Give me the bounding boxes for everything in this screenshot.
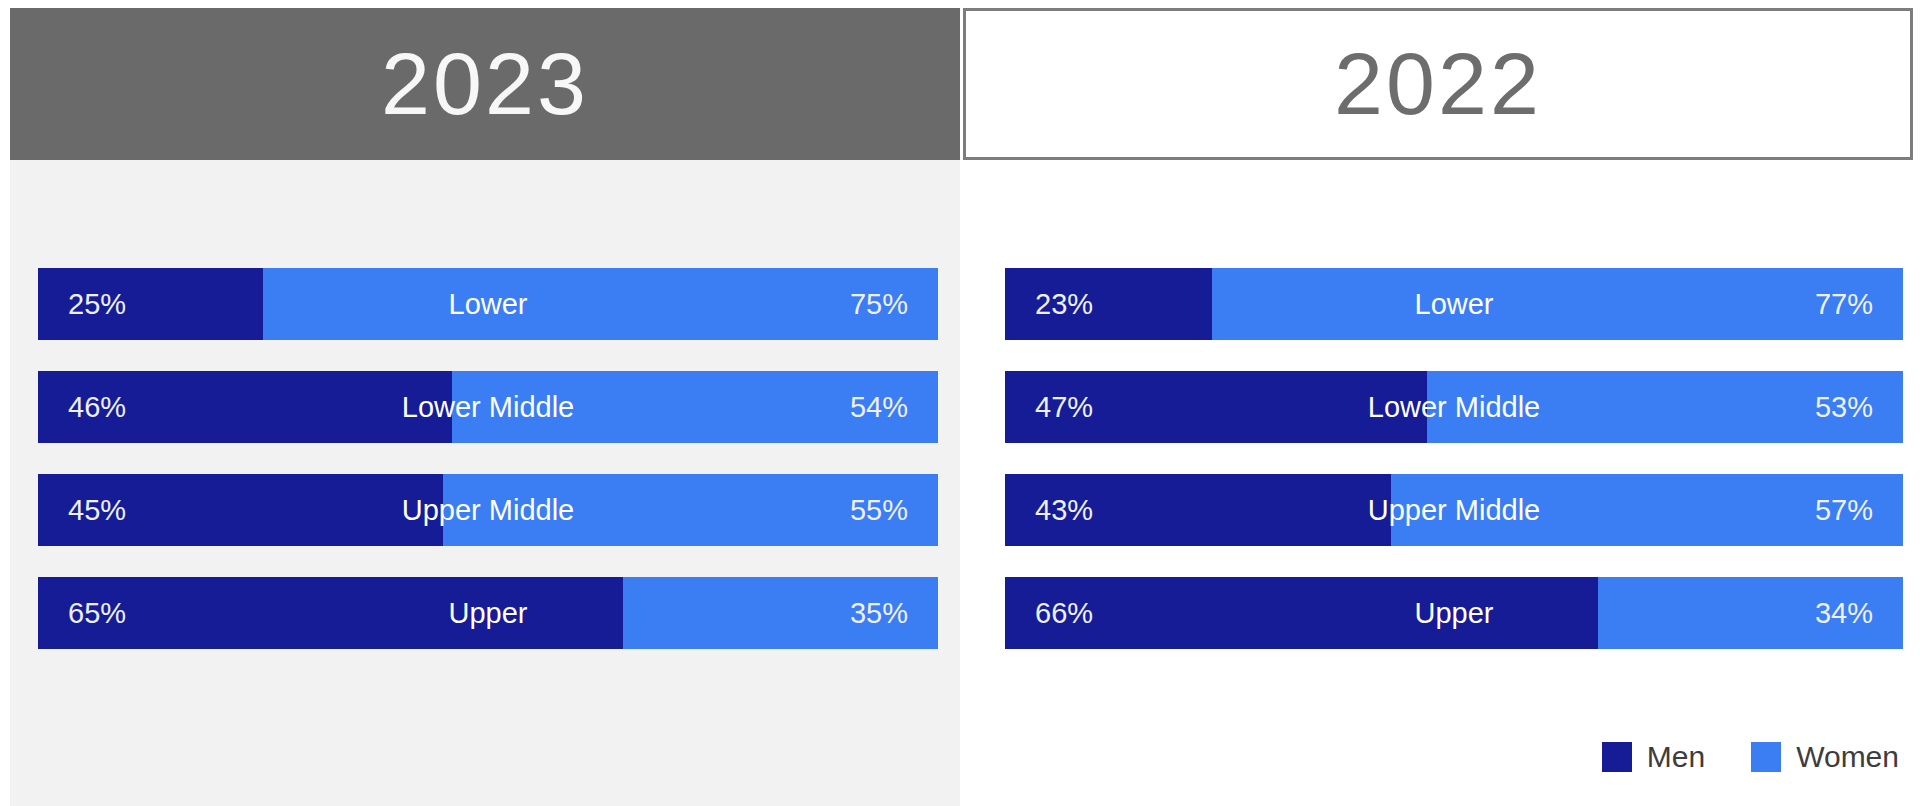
women-segment: 75% <box>263 268 938 340</box>
men-value-label: 47% <box>1035 391 1093 424</box>
legend-label-women: Women <box>1796 740 1899 774</box>
women-value-label: 75% <box>850 288 908 321</box>
women-segment: 34% <box>1598 577 1903 649</box>
men-segment: 45% <box>38 474 443 546</box>
bars-2022: 23%77%Lower47%53%Lower Middle43%57%Upper… <box>963 160 1913 649</box>
women-segment: 35% <box>623 577 938 649</box>
men-value-label: 43% <box>1035 494 1093 527</box>
panel-2022: 2022 23%77%Lower47%53%Lower Middle43%57%… <box>963 8 1913 806</box>
women-value-label: 57% <box>1815 494 1873 527</box>
women-value-label: 55% <box>850 494 908 527</box>
year-title-2022: 2022 <box>1334 40 1542 128</box>
women-color-swatch-icon <box>1751 742 1781 772</box>
panel-2023: 2023 25%75%Lower46%54%Lower Middle45%55%… <box>10 8 960 806</box>
legend-item-women: Women <box>1751 740 1899 774</box>
legend-label-men: Men <box>1647 740 1705 774</box>
stacked-bar-row: 65%35%Upper <box>38 577 938 649</box>
panel-2023-body: 25%75%Lower46%54%Lower Middle45%55%Upper… <box>10 160 960 806</box>
stacked-bar-row: 46%54%Lower Middle <box>38 371 938 443</box>
men-value-label: 66% <box>1035 597 1093 630</box>
men-value-label: 45% <box>68 494 126 527</box>
year-tab-2022[interactable]: 2022 <box>963 8 1913 160</box>
women-segment: 57% <box>1391 474 1903 546</box>
men-color-swatch-icon <box>1602 742 1632 772</box>
men-value-label: 46% <box>68 391 126 424</box>
chart-legend: Men Women <box>1602 740 1899 774</box>
year-title-2023: 2023 <box>381 40 589 128</box>
bars-2023: 25%75%Lower46%54%Lower Middle45%55%Upper… <box>10 160 960 649</box>
men-segment: 46% <box>38 371 452 443</box>
stacked-bar-row: 47%53%Lower Middle <box>1005 371 1903 443</box>
women-value-label: 77% <box>1815 288 1873 321</box>
stacked-bar-row: 23%77%Lower <box>1005 268 1903 340</box>
men-segment: 65% <box>38 577 623 649</box>
men-segment: 66% <box>1005 577 1598 649</box>
women-value-label: 35% <box>850 597 908 630</box>
women-segment: 77% <box>1212 268 1903 340</box>
stacked-bar-row: 66%34%Upper <box>1005 577 1903 649</box>
men-value-label: 65% <box>68 597 126 630</box>
panel-2022-body: 23%77%Lower47%53%Lower Middle43%57%Upper… <box>963 160 1913 806</box>
women-segment: 55% <box>443 474 938 546</box>
stacked-bar-row: 45%55%Upper Middle <box>38 474 938 546</box>
women-segment: 54% <box>452 371 938 443</box>
year-tab-2023[interactable]: 2023 <box>10 8 960 160</box>
men-segment: 43% <box>1005 474 1391 546</box>
women-value-label: 53% <box>1815 391 1873 424</box>
women-value-label: 54% <box>850 391 908 424</box>
men-value-label: 25% <box>68 288 126 321</box>
men-segment: 23% <box>1005 268 1212 340</box>
women-value-label: 34% <box>1815 597 1873 630</box>
men-value-label: 23% <box>1035 288 1093 321</box>
men-segment: 47% <box>1005 371 1427 443</box>
women-segment: 53% <box>1427 371 1903 443</box>
stacked-bar-row: 43%57%Upper Middle <box>1005 474 1903 546</box>
legend-item-men: Men <box>1602 740 1705 774</box>
men-segment: 25% <box>38 268 263 340</box>
stacked-bar-row: 25%75%Lower <box>38 268 938 340</box>
